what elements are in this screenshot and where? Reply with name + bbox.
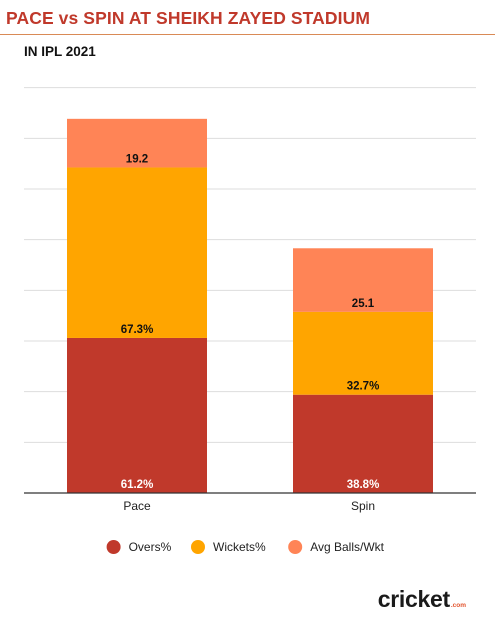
legend-swatch — [288, 540, 303, 554]
data-label: 25.1 — [352, 298, 375, 310]
logo-wordmark: cricket — [377, 586, 450, 612]
chart-title: PACE vs SPIN AT SHEIKH ZAYED STADIUM — [6, 8, 371, 28]
bar-segment-spin-3 — [293, 248, 433, 312]
chart-subtitle: IN IPL 2021 — [24, 44, 96, 59]
legend-label: Avg Balls/Wkt — [310, 540, 384, 554]
bar-segment-pace-1 — [67, 337, 207, 493]
legend-swatch — [106, 540, 121, 554]
bar-segment-spin-2 — [293, 311, 433, 395]
bar-segment-spin-1 — [293, 394, 433, 493]
bar-segment-pace-3 — [67, 118, 207, 168]
logo-domain: .com — [450, 602, 466, 609]
title-divider — [0, 34, 495, 35]
x-tick-label: Spin — [351, 499, 375, 513]
data-label: 19.2 — [126, 153, 148, 165]
data-label: 38.8% — [347, 479, 380, 491]
legend-label: Overs% — [129, 540, 172, 554]
x-tick-label: Pace — [123, 499, 151, 513]
data-label: 67.3% — [121, 324, 154, 336]
data-label: 32.7% — [347, 381, 380, 393]
legend-swatch — [191, 540, 205, 554]
bar-segment-pace-2 — [67, 167, 207, 338]
cricket-com-logo: cricket .com — [378, 586, 466, 613]
data-label: 61.2% — [121, 479, 154, 491]
legend-label: Wickets% — [213, 540, 266, 554]
